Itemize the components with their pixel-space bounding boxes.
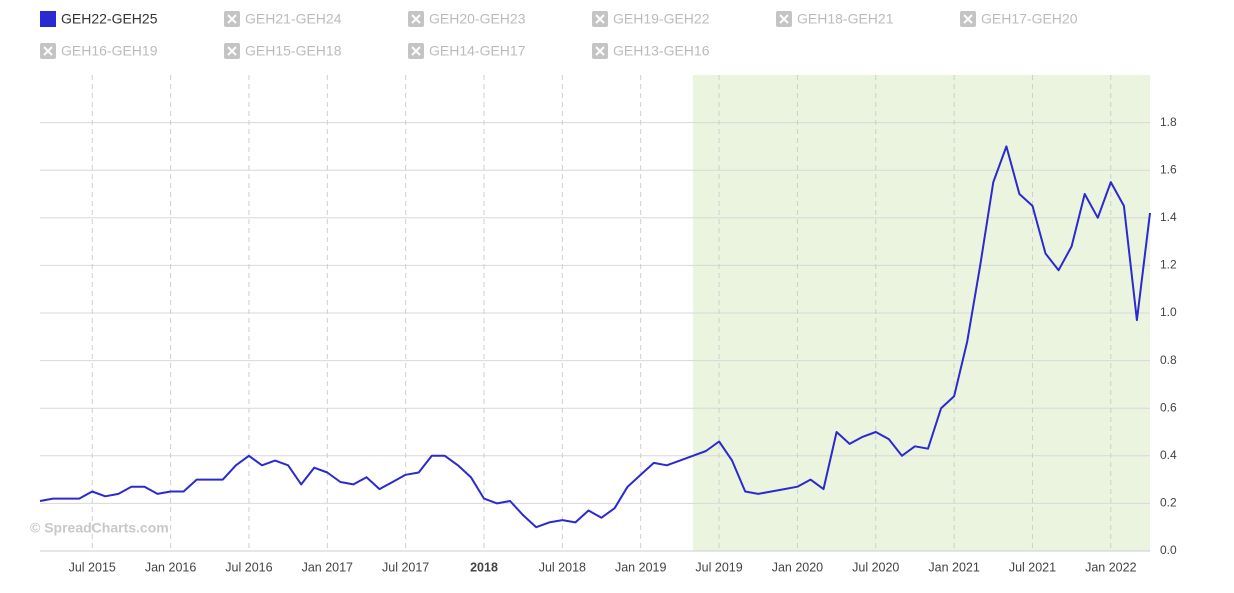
- legend-label: GEH20-GEH23: [429, 11, 526, 27]
- legend-label: GEH13-GEH16: [613, 43, 710, 59]
- y-tick-label: 1.2: [1160, 258, 1177, 272]
- x-tick-label: Jan 2017: [302, 560, 353, 574]
- legend-label: GEH19-GEH22: [613, 11, 710, 27]
- legend-label: GEH18-GEH21: [797, 11, 894, 27]
- series-line: [39, 145, 1151, 529]
- legend-cross: [411, 14, 421, 24]
- legend-item[interactable]: GEH15-GEH18: [224, 43, 342, 59]
- legend-item[interactable]: GEH16-GEH19: [40, 43, 158, 59]
- x-tick-label: Jul 2017: [382, 560, 429, 574]
- x-tick-label: Jan 2020: [772, 560, 823, 574]
- legend-item[interactable]: GEH19-GEH22: [592, 11, 710, 27]
- x-tick-label: Jan 2021: [928, 560, 979, 574]
- legend-item[interactable]: GEH22-GEH25: [40, 11, 158, 27]
- y-tick-label: 0.0: [1160, 543, 1177, 557]
- legend-item[interactable]: GEH17-GEH20: [960, 11, 1078, 27]
- legend-item[interactable]: GEH14-GEH17: [408, 43, 526, 59]
- legend-cross: [779, 14, 789, 24]
- legend-label: GEH14-GEH17: [429, 43, 526, 59]
- y-tick-label: 1.6: [1160, 162, 1177, 176]
- legend-item[interactable]: GEH18-GEH21: [776, 11, 894, 27]
- y-tick-label: 1.0: [1160, 305, 1177, 319]
- y-tick-label: 0.6: [1160, 400, 1177, 414]
- legend-label: GEH21-GEH24: [245, 11, 342, 27]
- legend-item[interactable]: GEH21-GEH24: [224, 11, 342, 27]
- legend-cross: [595, 14, 605, 24]
- x-tick-label: Jul 2018: [539, 560, 586, 574]
- legend-label: GEH17-GEH20: [981, 11, 1078, 27]
- legend-cross: [227, 14, 237, 24]
- y-tick-label: 0.8: [1160, 353, 1177, 367]
- x-tick-label: Jan 2016: [145, 560, 196, 574]
- legend-label: GEH15-GEH18: [245, 43, 342, 59]
- y-tick-label: 0.4: [1160, 448, 1177, 462]
- x-tick-label: Jul 2021: [1009, 560, 1056, 574]
- x-tick-label: Jul 2016: [225, 560, 272, 574]
- legend-cross: [227, 46, 237, 56]
- legend-cross: [963, 14, 973, 24]
- legend-label: GEH22-GEH25: [61, 11, 158, 27]
- x-tick-label: Jul 2015: [69, 560, 116, 574]
- y-tick-label: 1.8: [1160, 115, 1177, 129]
- legend-cross: [43, 46, 53, 56]
- y-tick-label: 1.4: [1160, 210, 1177, 224]
- legend-swatch: [40, 11, 56, 27]
- legend-cross: [411, 46, 421, 56]
- y-tick-label: 0.2: [1160, 496, 1177, 510]
- x-tick-label: Jan 2019: [615, 560, 666, 574]
- legend-label: GEH16-GEH19: [61, 43, 158, 59]
- watermark: © SpreadCharts.com: [30, 520, 169, 536]
- legend-item[interactable]: GEH13-GEH16: [592, 43, 710, 59]
- legend-item[interactable]: GEH20-GEH23: [408, 11, 526, 27]
- x-tick-label: Jul 2020: [852, 560, 899, 574]
- legend-cross: [595, 46, 605, 56]
- x-tick-label: Jan 2022: [1085, 560, 1136, 574]
- x-tick-label: Jul 2019: [695, 560, 742, 574]
- x-tick-label: 2018: [470, 560, 498, 574]
